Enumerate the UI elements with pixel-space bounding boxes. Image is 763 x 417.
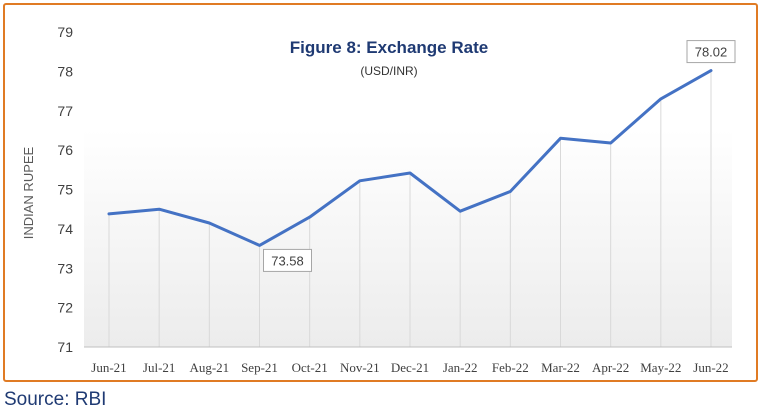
x-tick-label-mar-22: Mar-22 [541,360,580,375]
annotation-sep-21: 73.58 [263,248,312,272]
annotation-box [686,40,736,64]
x-tick-label-sep-21: Sep-21 [241,360,278,375]
x-tick-label-jan-22: Jan-22 [443,360,478,375]
y-tick-label-72: 72 [57,300,73,316]
annotation-label: 73.58 [271,253,304,268]
x-tick-label-jun-22: Jun-22 [693,360,728,375]
gridlines [108,70,712,347]
y-tick-label-73: 73 [57,260,73,276]
x-tick-label-jun-21: Jun-21 [91,360,126,375]
x-tick-label-dec-21: Dec-21 [391,360,429,375]
x-axis-ticks: Jun-21 Jul-21 Aug-21 Sep-21 Oct-21 Nov-21 Dec-… [91,360,728,375]
y-tick-label-79: 79 [57,24,73,40]
x-tick-label-nov-21: Nov-21 [340,360,380,375]
x-tick-label-oct-21: Oct-21 [292,360,328,375]
series-line [107,69,713,247]
y-tick-label-74: 74 [57,221,73,237]
x-tick-label-may-22: May-22 [640,360,681,375]
x-tick-label-apr-22: Apr-22 [592,360,629,375]
y-tick-label-76: 76 [57,142,73,158]
annotation-label: 78.02 [695,45,728,60]
exchange-rate-chart: 71 72 73 74 75 76 77 78 79 Jun-21 Jul-21 Aug-21 Sep… [21,24,736,375]
x-tick-label-feb-22: Feb-22 [492,360,529,375]
y-tick-label-77: 77 [57,103,73,119]
y-tick-label-78: 78 [57,63,73,79]
y-axis-label: INDIAN RUPEE [21,146,36,239]
chart-subtitle: (USD/INR) [360,64,417,78]
annotation-box [263,248,312,272]
source-note: Source: RBI [4,389,107,410]
y-axis-ticks: 71 72 73 74 75 76 77 78 79 [57,24,73,355]
x-tick-label-aug-21: Aug-21 [189,360,229,375]
chart-title: Figure 8: Exchange Rate [290,38,488,57]
y-tick-label-71: 71 [57,339,73,355]
chart-frame: 71 72 73 74 75 76 77 78 79 Jun-21 Jul-21 Aug-21 Sep… [3,3,758,382]
plot-background [84,129,732,347]
x-tick-label-jul-21: Jul-21 [143,360,176,375]
annotations: 73.58 78.02 [263,40,736,272]
y-tick-label-75: 75 [57,182,73,198]
annotation-jun-22: 78.02 [686,40,736,64]
